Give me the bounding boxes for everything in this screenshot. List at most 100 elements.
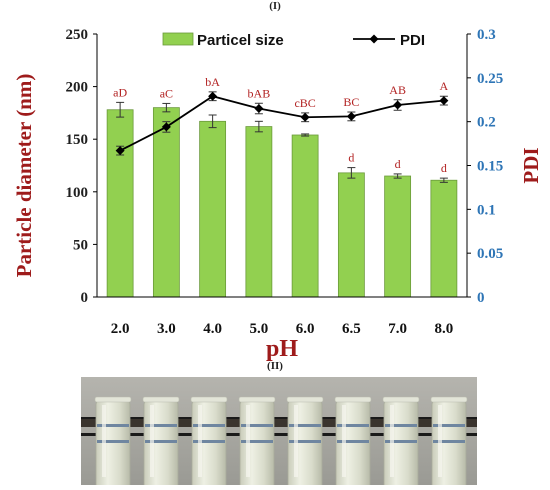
significance-label-bar: aC — [160, 86, 173, 100]
x-tick-label: 4.0 — [203, 321, 222, 337]
test-tube-2 — [142, 396, 180, 485]
significance-label-pdi: BC — [343, 95, 359, 109]
tube-highlight — [102, 405, 106, 477]
right-tick-label: 0.05 — [477, 246, 503, 262]
legend-label-particle-size: Particel size — [197, 32, 284, 49]
x-tick-label: 6.5 — [342, 321, 361, 337]
tube-rim — [334, 396, 372, 403]
y-axis-title-right: PDI — [519, 147, 543, 183]
left-tick-label: 0 — [81, 290, 89, 306]
bar-error-bar-6.0 — [301, 133, 310, 137]
tube-band-lower — [433, 440, 465, 443]
left-tick-label: 200 — [66, 80, 89, 96]
test-tube-3 — [190, 396, 228, 485]
tube-band-upper — [337, 424, 369, 427]
chart-panel-1: 0 50 100 150 200 250 0 0.05 0.1 0.15 0.2 0.25 0.3 2.0… — [12, 27, 543, 362]
left-tick-label: 250 — [66, 27, 89, 43]
pdi-point-5.0 — [254, 104, 264, 114]
test-tube-6 — [334, 396, 372, 485]
significance-label-bar: d — [348, 151, 354, 165]
significance-label-bar: d — [441, 161, 447, 175]
tube-highlight — [198, 405, 202, 477]
pdi-point-6.5 — [346, 111, 356, 121]
tube-band-lower — [193, 440, 225, 443]
panel-label-2: (II) — [267, 360, 283, 372]
bar-5.0 — [245, 126, 273, 298]
test-tube-8 — [430, 396, 468, 485]
bar-error-bar-8.0 — [439, 177, 448, 183]
x-tick-label: 7.0 — [388, 321, 407, 337]
tube-band-lower — [241, 440, 273, 443]
tube-highlight — [390, 405, 394, 477]
tube-highlight — [438, 405, 442, 477]
tube-band-lower — [97, 440, 129, 443]
tube-band-upper — [97, 424, 129, 427]
bar-8.0 — [430, 179, 458, 298]
pdi-point-8.0 — [439, 96, 449, 106]
right-tick-label: 0.15 — [477, 159, 503, 175]
right-tick-label: 0.3 — [477, 27, 496, 43]
tube-rim — [190, 396, 228, 403]
right-tick-label: 0.1 — [477, 202, 496, 218]
right-tick-label: 0.25 — [477, 71, 503, 87]
bar-6.0 — [291, 134, 319, 298]
tube-band-lower — [289, 440, 321, 443]
bar-7.0 — [384, 175, 412, 298]
photo-board-band — [81, 417, 477, 427]
significance-label-pdi: AB — [389, 83, 406, 97]
tube-band-upper — [241, 424, 273, 427]
significance-label-bar: aD — [113, 85, 127, 99]
x-tick-label: 5.0 — [250, 321, 269, 337]
tube-highlight — [150, 405, 154, 477]
pdi-point-7.0 — [393, 100, 403, 110]
tube-band-upper — [145, 424, 177, 427]
tube-rim — [142, 396, 180, 403]
significance-label-bar: cBC — [294, 96, 315, 110]
x-tick-label: 2.0 — [111, 321, 130, 337]
pdi-point-3.0 — [161, 122, 171, 132]
tube-rim — [238, 396, 276, 403]
left-tick-label: 50 — [73, 237, 88, 253]
photo-black-line — [81, 433, 477, 436]
bar-6.5 — [337, 172, 365, 298]
test-tubes-photo — [81, 377, 477, 485]
tube-rim — [286, 396, 324, 403]
tube-band-upper — [385, 424, 417, 427]
x-tick-label: 3.0 — [157, 321, 176, 337]
tube-band-upper — [433, 424, 465, 427]
legend-swatch-marker — [369, 34, 379, 44]
bar-error-bar-2.0 — [116, 101, 125, 118]
tube-band-lower — [385, 440, 417, 443]
test-tube-7 — [382, 396, 420, 485]
tube-band-lower — [337, 440, 369, 443]
bar-2.0 — [106, 109, 134, 298]
left-tick-label: 100 — [66, 185, 89, 201]
tube-band-lower — [145, 440, 177, 443]
tube-rim — [94, 396, 132, 403]
panel-label-1: (I) — [269, 0, 281, 12]
tube-rim — [430, 396, 468, 403]
pdi-point-6.0 — [300, 112, 310, 122]
x-tick-label: 6.0 — [296, 321, 315, 337]
tube-rim — [382, 396, 420, 403]
right-tick-label: 0.2 — [477, 115, 496, 131]
x-tick-label: 8.0 — [435, 321, 454, 337]
bar-error-bar-4.0 — [208, 114, 217, 129]
tube-band-upper — [193, 424, 225, 427]
test-tube-1 — [94, 396, 132, 485]
pdi-line — [119, 95, 444, 152]
tube-highlight — [342, 405, 346, 477]
pdi-point-2.0 — [115, 146, 125, 156]
tube-highlight — [246, 405, 250, 477]
left-tick-label: 150 — [66, 132, 89, 148]
test-tube-5 — [286, 396, 324, 485]
bar-error-bar-3.0 — [162, 102, 171, 113]
bar-error-bar-6.5 — [347, 167, 356, 179]
tube-band-upper — [289, 424, 321, 427]
significance-label-pdi: A — [440, 79, 449, 93]
x-axis-title: pH — [266, 336, 298, 362]
legend-swatch-bar — [162, 32, 194, 46]
test-tube-4 — [238, 396, 276, 485]
photo-black-line-top — [81, 417, 477, 419]
